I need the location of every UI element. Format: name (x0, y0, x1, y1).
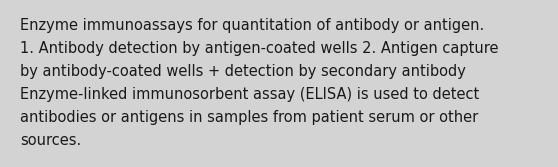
Text: Enzyme-linked immunosorbent assay (ELISA) is used to detect: Enzyme-linked immunosorbent assay (ELISA… (20, 87, 479, 102)
Text: sources.: sources. (20, 133, 81, 148)
Text: antibodies or antigens in samples from patient serum or other: antibodies or antigens in samples from p… (20, 110, 478, 125)
Text: 1. Antibody detection by antigen-coated wells 2. Antigen capture: 1. Antibody detection by antigen-coated … (20, 41, 498, 56)
Text: Enzyme immunoassays for quantitation of antibody or antigen.: Enzyme immunoassays for quantitation of … (20, 18, 484, 33)
Text: by antibody-coated wells + detection by secondary antibody: by antibody-coated wells + detection by … (20, 64, 466, 79)
